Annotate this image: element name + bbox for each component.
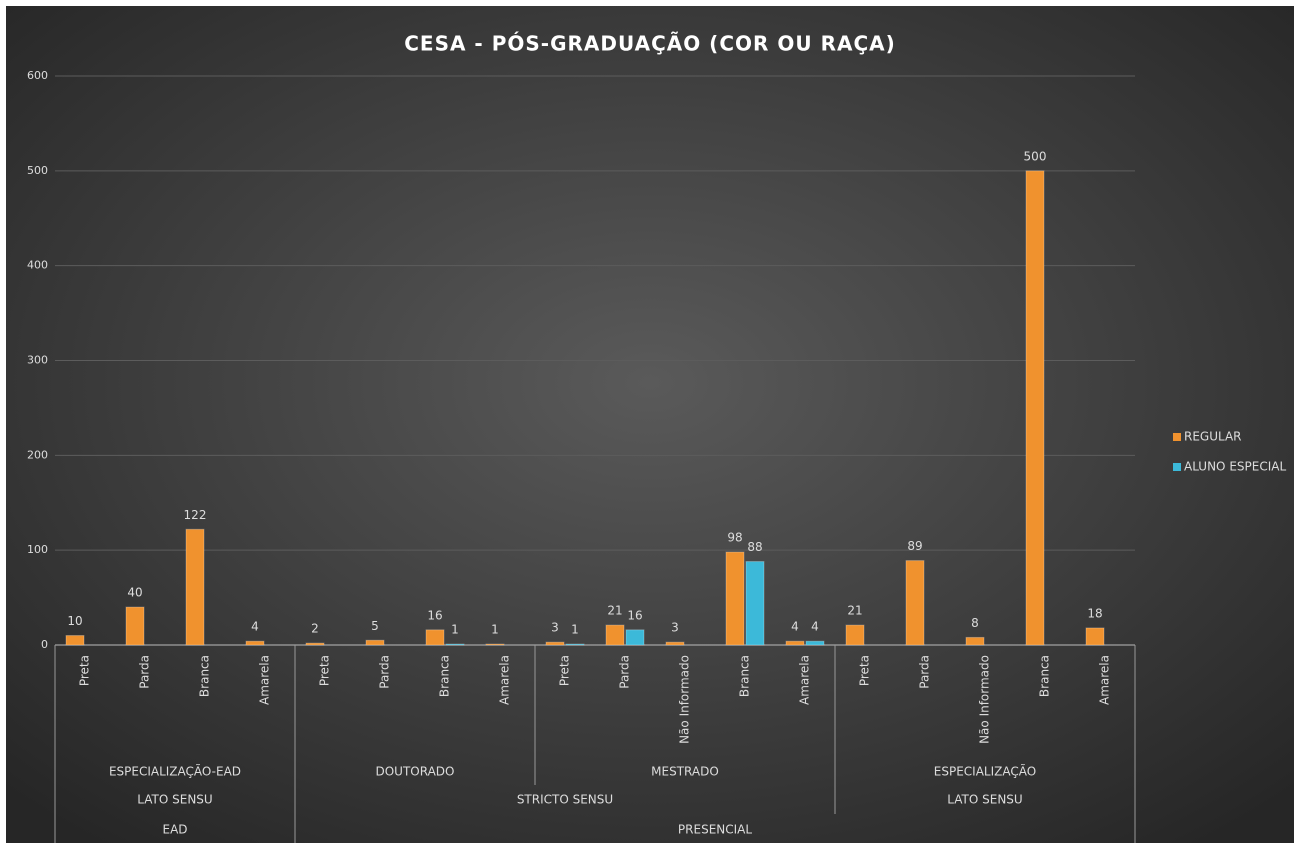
y-tick-label: 300: [27, 354, 48, 367]
bar: [445, 643, 465, 646]
group-label: LATO SENSU: [137, 793, 212, 807]
data-label: 98: [727, 531, 742, 545]
legend-swatch: [1173, 463, 1181, 471]
data-label: 10: [67, 614, 82, 628]
y-tick-label: 400: [27, 259, 48, 272]
legend-label: REGULAR: [1184, 430, 1242, 444]
bar: [725, 551, 745, 646]
x-tick-label: Não Informado: [978, 655, 992, 744]
x-tick-label: Amarela: [258, 655, 272, 705]
x-tick-label: Preta: [78, 655, 92, 686]
group-label: LATO SENSU: [947, 793, 1022, 807]
bar: [305, 642, 325, 646]
bar: [125, 606, 145, 646]
group-label: ESPECIALIZAÇÃO: [934, 764, 1036, 779]
x-tick-label: Branca: [198, 655, 212, 697]
bar: [245, 640, 265, 646]
data-label: 3: [671, 621, 679, 635]
bar: [545, 641, 565, 646]
data-label: 16: [427, 608, 442, 622]
data-label: 2: [311, 622, 319, 636]
data-label: 18: [1087, 606, 1102, 620]
bar: [605, 624, 625, 646]
x-tick-label: Branca: [738, 655, 752, 697]
group-label: ESPECIALIZAÇÃO-EAD: [109, 764, 241, 779]
x-tick-label: Parda: [378, 655, 392, 689]
bar: [65, 635, 85, 646]
x-tick-label: Amarela: [1098, 655, 1112, 705]
bar: [425, 629, 445, 646]
x-tick-label: Branca: [1038, 655, 1052, 697]
legend-label: ALUNO ESPECIAL: [1184, 460, 1286, 474]
x-tick-label: Não Informado: [678, 655, 692, 744]
x-tick-label: Parda: [618, 655, 632, 689]
x-tick-label: Preta: [318, 655, 332, 686]
x-tick-label: Parda: [918, 655, 932, 689]
x-tick-label: Preta: [858, 655, 872, 686]
x-tick-label: Amarela: [798, 655, 812, 705]
group-label: DOUTORADO: [376, 765, 455, 779]
y-tick-label: 100: [27, 543, 48, 556]
y-tick-label: 200: [27, 448, 48, 461]
legend-swatch: [1173, 433, 1181, 441]
bar: [785, 640, 805, 646]
data-label: 4: [791, 620, 799, 634]
data-label: 1: [451, 623, 459, 637]
data-label: 89: [907, 539, 922, 553]
group-label: MESTRADO: [651, 765, 719, 779]
x-tick-label: Branca: [438, 655, 452, 697]
bar: [625, 629, 645, 646]
bar: [905, 560, 925, 646]
data-label: 40: [127, 586, 142, 600]
data-label: 1: [571, 623, 579, 637]
chart-title: CESA - PÓS-GRADUAÇÃO (COR OU RAÇA): [404, 32, 896, 56]
data-label: 122: [184, 508, 207, 522]
bar: [1085, 627, 1105, 646]
data-label: 88: [747, 540, 762, 554]
y-tick-label: 600: [27, 69, 48, 82]
data-label: 16: [627, 608, 642, 622]
data-label: 21: [847, 604, 862, 618]
bar: [805, 640, 825, 646]
data-label: 4: [811, 620, 819, 634]
bar: [965, 636, 985, 646]
data-label: 8: [971, 616, 979, 630]
y-tick-label: 500: [27, 164, 48, 177]
bar: [745, 561, 765, 646]
group-label: PRESENCIAL: [678, 823, 752, 837]
group-label: EAD: [162, 823, 187, 837]
bar: [185, 528, 205, 646]
x-tick-label: Preta: [558, 655, 572, 686]
data-label: 500: [1024, 149, 1047, 163]
group-label: STRICTO SENSU: [517, 793, 613, 807]
background: [6, 6, 1294, 843]
data-label: 3: [551, 621, 559, 635]
bar: [845, 624, 865, 646]
data-label: 1: [491, 623, 499, 637]
bar: [485, 643, 505, 646]
data-label: 4: [251, 620, 259, 634]
bar: [565, 643, 585, 646]
bar: [1025, 170, 1045, 646]
x-tick-label: Amarela: [498, 655, 512, 705]
y-tick-label: 0: [41, 638, 48, 651]
bar: [365, 639, 385, 646]
data-label: 5: [371, 619, 379, 633]
data-label: 21: [607, 604, 622, 618]
x-tick-label: Parda: [138, 655, 152, 689]
bar: [665, 641, 685, 646]
